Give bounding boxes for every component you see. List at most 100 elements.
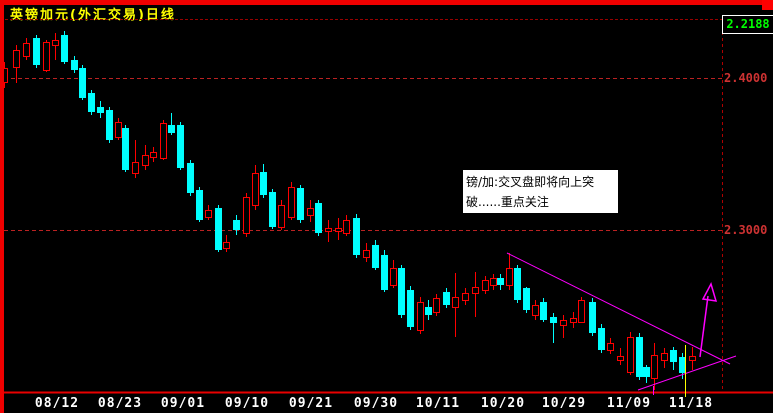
candle-body — [661, 353, 668, 361]
candle-body — [353, 218, 360, 255]
candle-body — [472, 287, 479, 294]
x-axis-label: 10/29 — [541, 396, 587, 411]
left-border — [0, 1, 4, 413]
candle-body — [97, 107, 104, 113]
candle-body — [288, 187, 295, 218]
candle-body — [532, 305, 539, 316]
candle-body — [215, 208, 222, 250]
candle-body — [506, 268, 513, 286]
candle-body — [627, 337, 634, 373]
candle-body — [335, 228, 342, 232]
candle-body — [407, 290, 414, 327]
candle-body — [122, 128, 129, 170]
candle-body — [142, 155, 149, 166]
annotation-text-line: 镑/加:交叉盘即将向上突 — [466, 175, 595, 189]
candle-body — [372, 245, 379, 268]
breakout-arrow-head — [701, 282, 718, 302]
candle-body — [52, 40, 59, 46]
candle-body — [433, 298, 440, 313]
last-price-box: 2.2188 — [722, 15, 773, 34]
candle-body — [689, 356, 696, 361]
candle-body — [381, 255, 388, 290]
candle-body — [617, 356, 624, 361]
candle-body — [514, 268, 521, 300]
candle-body — [187, 163, 194, 193]
candle-body — [452, 297, 459, 308]
x-axis-label: 08/23 — [97, 396, 143, 411]
candle-body — [33, 38, 40, 65]
candle-body — [71, 60, 78, 70]
gridline-label: 2.4000 — [724, 71, 768, 85]
candle-body — [598, 328, 605, 350]
x-axis-label: 10/11 — [415, 396, 461, 411]
candle-body — [106, 110, 113, 140]
candle-body — [636, 337, 643, 377]
candle-body — [223, 242, 230, 249]
breakout-arrow-shaft — [699, 295, 709, 358]
candle-body — [643, 367, 650, 377]
chart-title: 英镑加元(外汇交易)日线 — [10, 8, 176, 23]
candle-body — [343, 220, 350, 234]
candle-body — [177, 125, 184, 168]
title-bar-corner — [762, 0, 773, 10]
x-axis-label: 11/18 — [668, 396, 714, 411]
candle-body — [589, 302, 596, 333]
candle-body — [132, 162, 139, 174]
candle-body — [13, 50, 20, 68]
candle-body — [297, 188, 304, 220]
candle-body — [43, 42, 50, 71]
candle-body — [23, 43, 30, 57]
candle-body — [482, 280, 489, 291]
annotation-note[interactable]: 镑/加:交叉盘即将向上突 破......重点关注 — [463, 170, 618, 213]
candle-body — [160, 123, 167, 159]
candle-body — [670, 350, 677, 362]
candle-body — [490, 278, 497, 286]
candle-body — [363, 250, 370, 258]
x-axis-label: 11/09 — [606, 396, 652, 411]
candle-body — [61, 35, 68, 62]
candle-body — [560, 320, 567, 326]
gridline-label: 2.3000 — [724, 223, 768, 237]
candle-body — [115, 122, 122, 138]
candle-body — [269, 192, 276, 227]
candle-body — [443, 292, 450, 305]
candle-body — [550, 317, 557, 323]
candle-body — [651, 355, 658, 379]
candle-body — [325, 228, 332, 232]
candle-body — [150, 152, 157, 158]
x-axis-label: 10/20 — [480, 396, 526, 411]
candle-body — [570, 318, 577, 323]
candle-body — [260, 172, 267, 195]
title-bar[interactable] — [0, 0, 773, 5]
title-underline — [0, 19, 773, 20]
candle-body — [390, 268, 397, 286]
x-axis-label: 09/10 — [224, 396, 270, 411]
x-axis-label: 09/21 — [288, 396, 334, 411]
candle-body — [307, 208, 314, 216]
candle-body — [679, 357, 686, 373]
x-axis-label: 09/30 — [353, 396, 399, 411]
candle-body — [243, 197, 250, 234]
candle-body — [315, 203, 322, 233]
trendline-ascending — [637, 355, 737, 391]
candle-body — [79, 68, 86, 98]
trendline-descending — [506, 252, 731, 365]
last-price-value: 2.2188 — [726, 17, 770, 31]
candle-body — [425, 307, 432, 315]
candle-body — [233, 220, 240, 230]
x-axis-label: 09/01 — [160, 396, 206, 411]
annotation-text-line: 破......重点关注 — [466, 195, 549, 209]
candle-body — [462, 293, 469, 301]
x-axis-label: 08/12 — [34, 396, 80, 411]
candle-body — [278, 205, 285, 228]
candle-body — [252, 173, 259, 206]
candle-body — [168, 125, 175, 133]
candle-body — [88, 93, 95, 112]
candle-body — [540, 302, 547, 320]
candle-body — [497, 278, 504, 285]
candle-body — [417, 302, 424, 331]
candle-body — [398, 268, 405, 315]
candle-body — [578, 300, 585, 323]
